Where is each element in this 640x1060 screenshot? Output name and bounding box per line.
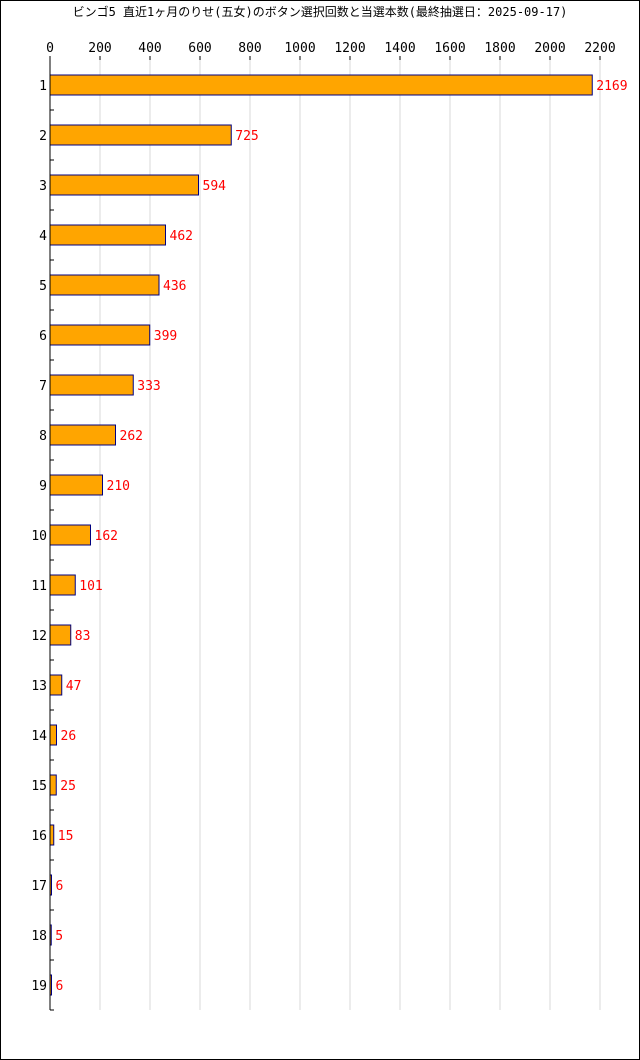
data-label: 101 bbox=[79, 579, 102, 594]
y-tick-label: 8 bbox=[39, 429, 47, 444]
data-label: 262 bbox=[120, 429, 143, 444]
data-label: 162 bbox=[95, 529, 118, 544]
y-tick-label: 3 bbox=[39, 179, 47, 194]
y-tick-label: 5 bbox=[39, 279, 47, 294]
data-label: 333 bbox=[137, 379, 160, 394]
y-tick-label: 12 bbox=[31, 629, 47, 644]
data-label: 26 bbox=[61, 729, 77, 744]
bar bbox=[49, 174, 199, 196]
data-label: 210 bbox=[107, 479, 130, 494]
bar bbox=[49, 524, 91, 546]
data-label: 594 bbox=[203, 179, 227, 194]
bar bbox=[49, 374, 134, 396]
x-tick-label: 1800 bbox=[484, 41, 515, 56]
x-tick-label: 1400 bbox=[384, 41, 415, 56]
chart-title: ビンゴ5 直近1ヶ月のりせ(五女)のボタン選択回数と当選本数(最終抽選日：202… bbox=[72, 5, 568, 19]
bar bbox=[49, 774, 57, 796]
data-label: 462 bbox=[170, 229, 193, 244]
y-tick-label: 19 bbox=[31, 979, 47, 994]
y-tick-label: 2 bbox=[39, 129, 47, 144]
data-label: 399 bbox=[154, 329, 177, 344]
data-label: 725 bbox=[235, 129, 258, 144]
x-tick-label: 2200 bbox=[584, 41, 615, 56]
y-tick-label: 10 bbox=[31, 529, 47, 544]
bar bbox=[49, 674, 63, 696]
bar bbox=[49, 424, 116, 446]
bar bbox=[49, 74, 593, 96]
y-tick-label: 17 bbox=[31, 879, 47, 894]
data-label: 5 bbox=[55, 929, 63, 944]
x-tick-label: 200 bbox=[88, 41, 111, 56]
y-tick-label: 1 bbox=[39, 79, 47, 94]
y-tick-label: 6 bbox=[39, 329, 47, 344]
bar bbox=[49, 124, 232, 146]
data-label: 47 bbox=[66, 679, 82, 694]
y-tick-label: 7 bbox=[39, 379, 47, 394]
data-label: 83 bbox=[75, 629, 91, 644]
data-label: 25 bbox=[60, 779, 76, 794]
y-tick-label: 9 bbox=[39, 479, 47, 494]
data-label: 6 bbox=[56, 979, 64, 994]
data-label: 2169 bbox=[596, 79, 627, 94]
y-tick-label: 4 bbox=[39, 229, 47, 244]
y-tick-label: 13 bbox=[31, 679, 47, 694]
y-tick-label: 14 bbox=[31, 729, 47, 744]
y-tick-label: 11 bbox=[31, 579, 47, 594]
y-tick-label: 16 bbox=[31, 829, 47, 844]
x-tick-label: 1000 bbox=[284, 41, 315, 56]
bar bbox=[49, 324, 151, 346]
y-tick-label: 18 bbox=[31, 929, 47, 944]
x-tick-label: 400 bbox=[138, 41, 161, 56]
data-label: 436 bbox=[163, 279, 186, 294]
x-tick-label: 800 bbox=[238, 41, 261, 56]
bar bbox=[49, 224, 166, 246]
x-tick-label: 1200 bbox=[334, 41, 365, 56]
x-tick-label: 2000 bbox=[534, 41, 565, 56]
data-label: 15 bbox=[58, 829, 74, 844]
x-tick-label: 0 bbox=[46, 41, 54, 56]
bar bbox=[49, 274, 160, 296]
bar bbox=[49, 624, 72, 646]
x-tick-label: 600 bbox=[188, 41, 211, 56]
y-tick-label: 15 bbox=[31, 779, 47, 794]
bar bbox=[49, 824, 55, 846]
data-label: 6 bbox=[56, 879, 64, 894]
bar bbox=[49, 724, 57, 746]
x-tick-label: 1600 bbox=[434, 41, 465, 56]
bar bbox=[49, 574, 76, 596]
bar bbox=[49, 474, 103, 496]
